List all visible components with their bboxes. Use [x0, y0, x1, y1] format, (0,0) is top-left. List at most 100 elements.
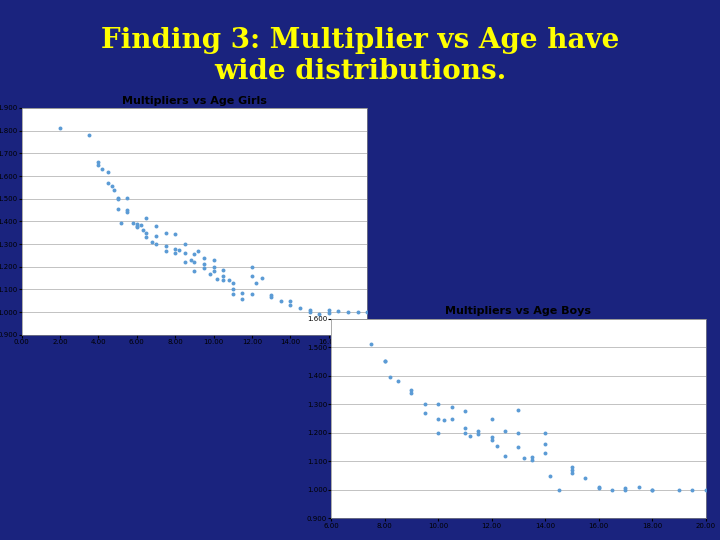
Point	[131, 222, 143, 231]
Point	[227, 289, 238, 298]
Point	[122, 208, 133, 217]
Point	[700, 485, 711, 494]
Point	[250, 278, 261, 287]
Point	[513, 406, 524, 414]
Point	[499, 451, 510, 460]
Point	[122, 193, 133, 202]
Point	[545, 471, 557, 480]
Point	[192, 247, 204, 255]
Point	[486, 436, 498, 444]
Point	[198, 264, 210, 272]
Point	[553, 485, 564, 494]
Point	[237, 288, 248, 297]
Point	[217, 272, 229, 280]
Point	[446, 414, 457, 423]
Point	[266, 293, 277, 302]
Point	[102, 167, 114, 176]
Point	[150, 221, 162, 230]
Point	[212, 275, 223, 284]
Point	[217, 266, 229, 274]
Title: Multipliers vs Age Boys: Multipliers vs Age Boys	[446, 306, 591, 316]
Point	[464, 431, 476, 440]
Point	[342, 308, 354, 316]
Point	[246, 262, 258, 271]
Point	[217, 276, 229, 285]
Point	[433, 414, 444, 423]
Point	[160, 242, 171, 251]
Point	[366, 340, 377, 349]
Point	[580, 474, 591, 483]
Point	[472, 430, 484, 438]
Point	[135, 220, 146, 229]
Point	[54, 124, 66, 133]
Point	[198, 253, 210, 262]
Point	[606, 485, 618, 494]
Point	[108, 185, 120, 194]
Point	[169, 249, 181, 258]
Point	[472, 427, 484, 436]
Point	[686, 485, 698, 494]
Point	[304, 308, 315, 316]
Point	[379, 357, 390, 366]
Point	[333, 307, 344, 315]
Point	[486, 414, 498, 423]
Point	[673, 485, 685, 494]
Point	[284, 296, 296, 305]
Point	[593, 484, 604, 493]
Point	[513, 443, 524, 451]
Point	[96, 165, 108, 173]
Point	[93, 160, 104, 169]
Point	[566, 465, 577, 474]
Point	[146, 238, 158, 246]
Point	[140, 228, 152, 237]
Point	[433, 428, 444, 437]
Point	[174, 245, 185, 254]
Point	[116, 218, 127, 227]
Point	[227, 278, 238, 287]
Point	[459, 424, 471, 433]
Point	[313, 310, 325, 319]
Point	[526, 453, 538, 461]
Point	[256, 274, 267, 282]
Point	[140, 214, 152, 222]
Point	[419, 400, 431, 409]
Point	[491, 441, 503, 450]
Point	[633, 483, 644, 491]
Point	[539, 448, 551, 457]
Point	[189, 258, 200, 267]
Point	[112, 193, 123, 202]
Point	[513, 428, 524, 437]
Point	[237, 294, 248, 303]
Point	[352, 308, 364, 316]
Point	[499, 427, 510, 436]
Point	[131, 221, 143, 230]
Point	[189, 250, 200, 259]
Point	[566, 463, 577, 471]
Point	[647, 485, 658, 494]
Point	[169, 230, 181, 238]
Point	[647, 485, 658, 494]
Point	[284, 301, 296, 309]
Point	[150, 240, 162, 248]
Point	[198, 260, 210, 269]
Point	[112, 205, 123, 213]
Point	[384, 373, 396, 381]
Point	[405, 388, 417, 397]
Point	[106, 182, 117, 191]
Point	[539, 440, 551, 449]
Point	[419, 408, 431, 417]
Point	[304, 306, 315, 314]
Point	[208, 267, 220, 275]
Point	[160, 247, 171, 255]
Point	[83, 131, 94, 139]
Point	[93, 158, 104, 167]
Point	[593, 483, 604, 491]
Point	[323, 306, 335, 314]
Point	[379, 357, 390, 366]
Point	[620, 484, 631, 493]
Point	[620, 485, 631, 494]
Point	[122, 206, 133, 214]
Point	[137, 226, 148, 235]
Point	[160, 228, 171, 237]
Point	[204, 269, 215, 278]
